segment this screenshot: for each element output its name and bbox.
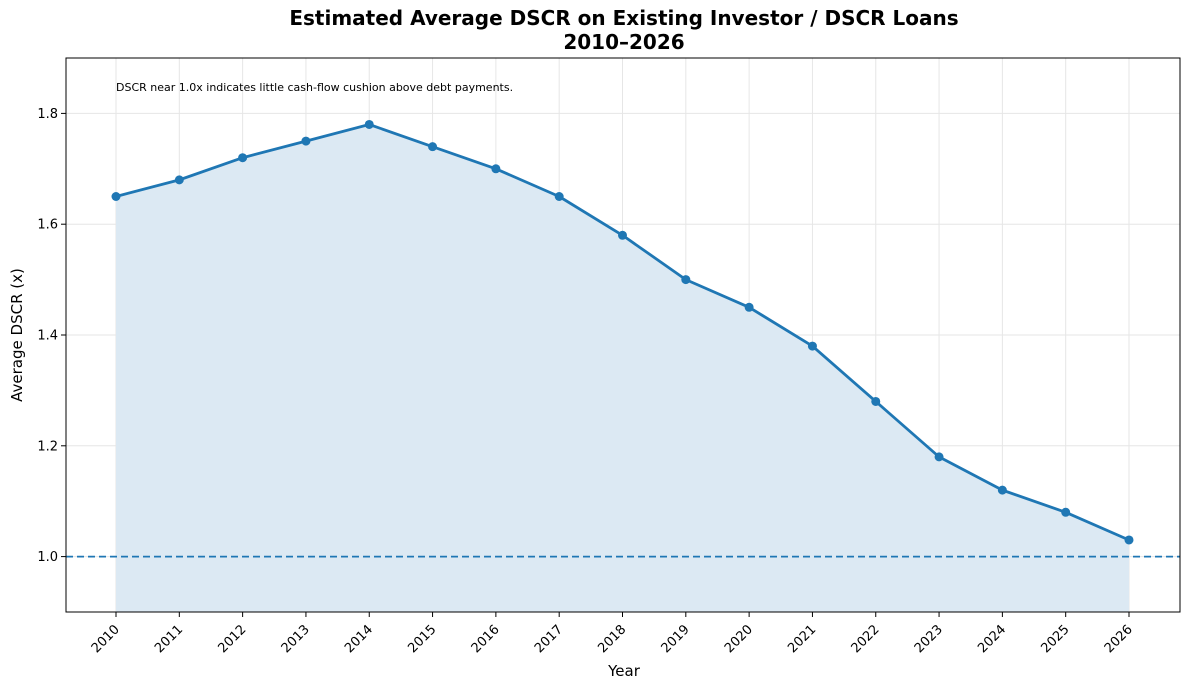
x-tick-label: 2021 <box>785 622 819 656</box>
y-tick-label: 1.2 <box>37 439 58 454</box>
y-tick-label: 1.4 <box>37 329 58 344</box>
y-tick-layer: 1.0 1.2 1.4 1.6 1.8 <box>37 107 66 565</box>
data-point <box>174 175 184 185</box>
x-tick-label: 2014 <box>342 622 376 656</box>
y-tick-label: 1.0 <box>37 550 58 565</box>
x-tick-label: 2015 <box>405 622 439 656</box>
area-layer <box>116 124 1129 612</box>
x-tick-label: 2018 <box>595 622 629 656</box>
chart-annotation: DSCR near 1.0x indicates little cash-flo… <box>116 81 513 94</box>
chart-subtitle: 2010–2026 <box>563 30 684 54</box>
y-tick-label: 1.8 <box>37 107 58 122</box>
x-tick-layer: 2010 2011 2012 2013 2014 2015 2016 2017 2018 2019… <box>89 612 1136 656</box>
x-tick-label: 2023 <box>912 622 946 656</box>
data-point <box>491 164 501 174</box>
x-axis-label: Year <box>607 662 641 680</box>
data-point <box>744 302 754 312</box>
x-tick-label: 2022 <box>849 622 883 656</box>
x-tick-label: 2024 <box>975 622 1009 656</box>
data-point <box>554 192 564 201</box>
chart-title: Estimated Average DSCR on Existing Inves… <box>289 6 958 30</box>
data-point <box>301 136 311 146</box>
data-point <box>1124 535 1134 545</box>
data-point <box>934 452 944 462</box>
x-tick-label: 2026 <box>1102 622 1136 656</box>
data-point <box>681 275 691 285</box>
data-point <box>111 192 121 201</box>
data-point <box>428 142 438 152</box>
data-point <box>997 485 1007 495</box>
x-tick-label: 2020 <box>722 622 756 656</box>
y-tick-label: 1.6 <box>37 218 58 233</box>
x-tick-label: 2019 <box>659 622 693 656</box>
data-point <box>807 341 817 351</box>
data-point <box>1061 507 1071 517</box>
marker-layer <box>111 119 1134 545</box>
x-tick-label: 2012 <box>215 622 249 656</box>
data-point <box>364 119 374 129</box>
data-point <box>238 153 248 163</box>
x-tick-label: 2010 <box>89 622 123 656</box>
y-axis-label: Average DSCR (x) <box>8 268 26 402</box>
x-tick-label: 2017 <box>532 622 566 656</box>
x-tick-label: 2013 <box>279 622 313 656</box>
data-point <box>871 396 881 406</box>
x-tick-label: 2025 <box>1039 622 1073 656</box>
x-tick-label: 2016 <box>469 622 503 656</box>
series-area <box>116 124 1129 612</box>
data-point <box>618 230 627 240</box>
x-tick-label: 2011 <box>152 622 186 656</box>
